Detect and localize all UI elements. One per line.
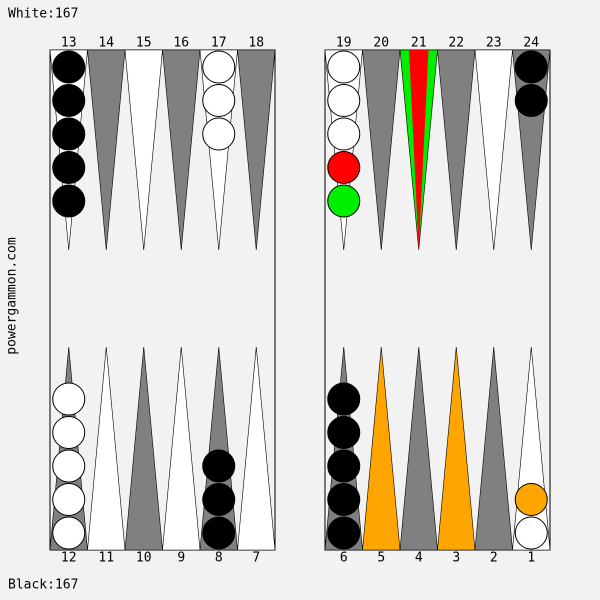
checker [514, 516, 548, 550]
point [124, 346, 163, 551]
point-number: 15 [136, 36, 152, 51]
left-board [49, 49, 276, 551]
checker [202, 449, 236, 483]
point-number: 10 [136, 551, 152, 566]
point-number: 14 [98, 36, 114, 51]
black-score: Black:167 [8, 578, 78, 593]
point [474, 346, 513, 551]
point-number: 11 [98, 551, 114, 566]
checker [514, 84, 548, 117]
point-number: 21 [411, 36, 427, 51]
checker [327, 50, 361, 84]
checker [52, 416, 86, 449]
point [362, 346, 401, 551]
point [162, 346, 201, 551]
checker [327, 184, 361, 218]
point-number: 9 [177, 551, 185, 566]
point-number: 19 [336, 36, 352, 51]
point-number: 4 [415, 551, 423, 566]
white-score: White:167 [8, 7, 78, 22]
checker [327, 416, 361, 449]
checker [52, 449, 86, 483]
point [237, 49, 276, 251]
checker [202, 50, 236, 84]
point [362, 49, 401, 251]
checker [202, 84, 236, 117]
point [87, 346, 126, 551]
point [87, 49, 126, 251]
checker [327, 483, 361, 516]
point-number: 17 [211, 36, 227, 51]
checker [202, 117, 236, 151]
checker [52, 516, 86, 550]
point-number: 8 [215, 551, 223, 566]
point [399, 346, 438, 551]
checker [202, 483, 236, 516]
point-number: 6 [340, 551, 348, 566]
point-number: 12 [61, 551, 77, 566]
point [162, 49, 201, 251]
point [437, 49, 476, 251]
checker [514, 483, 548, 516]
point-number: 20 [373, 36, 389, 51]
point [237, 346, 276, 551]
checker [327, 151, 361, 184]
checker [52, 382, 86, 416]
checker [52, 184, 86, 218]
checker [52, 151, 86, 184]
checker [327, 117, 361, 151]
checker [327, 449, 361, 483]
checker [52, 117, 86, 151]
checker [52, 50, 86, 84]
point [124, 49, 163, 251]
point-number: 2 [490, 551, 498, 566]
checker [52, 483, 86, 516]
point-number: 22 [448, 36, 464, 51]
point [437, 346, 476, 551]
point-highlight [409, 50, 429, 250]
checker [202, 516, 236, 550]
point-number: 1 [527, 551, 535, 566]
point-number: 13 [61, 36, 77, 51]
point-number: 5 [377, 551, 385, 566]
checker [327, 84, 361, 117]
point-number: 23 [486, 36, 502, 51]
checker [327, 382, 361, 416]
point-number: 18 [248, 36, 264, 51]
site-label: powergammon.com [5, 237, 20, 355]
point-number: 24 [523, 36, 539, 51]
point-number: 16 [173, 36, 189, 51]
checker [327, 516, 361, 550]
point [474, 49, 513, 251]
point-number: 3 [452, 551, 460, 566]
right-board [324, 49, 551, 551]
checker [514, 50, 548, 84]
point-number: 7 [252, 551, 260, 566]
checker [52, 84, 86, 117]
